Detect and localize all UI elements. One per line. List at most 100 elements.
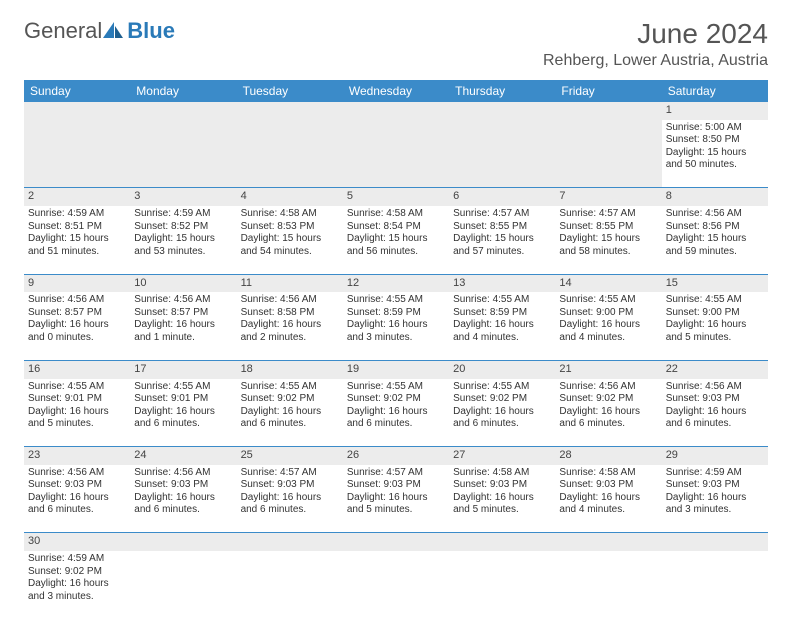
sunset-line: Sunset: 9:02 PM	[28, 566, 126, 579]
day-cell: Sunrise: 4:58 AMSunset: 8:54 PMDaylight:…	[343, 206, 449, 274]
day-number: 22	[662, 360, 768, 378]
sunset-line: Sunset: 8:57 PM	[28, 307, 126, 320]
sunrise-line: Sunrise: 4:55 AM	[559, 294, 657, 307]
day-number	[449, 102, 555, 120]
sunrise-line: Sunrise: 4:58 AM	[241, 208, 339, 221]
day-cell: Sunrise: 4:55 AMSunset: 8:59 PMDaylight:…	[449, 292, 555, 360]
day-cell: Sunrise: 4:59 AMSunset: 9:03 PMDaylight:…	[662, 465, 768, 533]
location: Rehberg, Lower Austria, Austria	[543, 52, 768, 70]
daylight-line: Daylight: 16 hours and 3 minutes.	[666, 492, 764, 517]
daylight-line: Daylight: 16 hours and 6 minutes.	[453, 406, 551, 431]
day-number: 10	[130, 274, 236, 292]
day-cell: Sunrise: 4:55 AMSunset: 9:02 PMDaylight:…	[237, 379, 343, 447]
sunrise-line: Sunrise: 4:56 AM	[134, 467, 232, 480]
day-header: Wednesday	[343, 80, 449, 102]
day-cell	[449, 120, 555, 188]
day-number: 21	[555, 360, 661, 378]
day-number: 7	[555, 188, 661, 206]
sunrise-line: Sunrise: 4:57 AM	[347, 467, 445, 480]
day-number: 5	[343, 188, 449, 206]
day-cell	[343, 120, 449, 188]
day-header: Thursday	[449, 80, 555, 102]
sunrise-line: Sunrise: 4:56 AM	[134, 294, 232, 307]
sunset-line: Sunset: 8:57 PM	[134, 307, 232, 320]
sunrise-line: Sunrise: 4:59 AM	[666, 467, 764, 480]
day-number	[237, 102, 343, 120]
day-number: 24	[130, 447, 236, 465]
brand-logo: General Blue	[24, 18, 175, 44]
daylight-line: Daylight: 16 hours and 3 minutes.	[347, 319, 445, 344]
day-cell: Sunrise: 4:55 AMSunset: 9:02 PMDaylight:…	[343, 379, 449, 447]
sunrise-line: Sunrise: 4:58 AM	[453, 467, 551, 480]
sunrise-line: Sunrise: 4:56 AM	[28, 467, 126, 480]
week-row: Sunrise: 4:56 AMSunset: 9:03 PMDaylight:…	[24, 465, 768, 533]
sunrise-line: Sunrise: 4:57 AM	[241, 467, 339, 480]
sunset-line: Sunset: 9:01 PM	[28, 393, 126, 406]
sunset-line: Sunset: 9:02 PM	[559, 393, 657, 406]
day-cell: Sunrise: 4:56 AMSunset: 9:02 PMDaylight:…	[555, 379, 661, 447]
day-number: 17	[130, 360, 236, 378]
week-row: Sunrise: 4:59 AMSunset: 9:02 PMDaylight:…	[24, 551, 768, 619]
daylight-line: Daylight: 16 hours and 5 minutes.	[666, 319, 764, 344]
day-cell: Sunrise: 4:56 AMSunset: 9:03 PMDaylight:…	[130, 465, 236, 533]
daylight-line: Daylight: 16 hours and 4 minutes.	[559, 492, 657, 517]
day-cell: Sunrise: 4:55 AMSunset: 9:02 PMDaylight:…	[449, 379, 555, 447]
sunset-line: Sunset: 9:03 PM	[347, 479, 445, 492]
sunset-line: Sunset: 9:03 PM	[134, 479, 232, 492]
day-cell	[130, 551, 236, 619]
day-cell: Sunrise: 4:58 AMSunset: 9:03 PMDaylight:…	[555, 465, 661, 533]
day-cell: Sunrise: 4:56 AMSunset: 8:57 PMDaylight:…	[24, 292, 130, 360]
sunrise-line: Sunrise: 4:55 AM	[28, 381, 126, 394]
sunset-line: Sunset: 9:03 PM	[241, 479, 339, 492]
sunrise-line: Sunrise: 4:56 AM	[559, 381, 657, 394]
brand-part1: General	[24, 18, 102, 44]
sunrise-line: Sunrise: 5:00 AM	[666, 122, 764, 135]
daylight-line: Daylight: 15 hours and 56 minutes.	[347, 233, 445, 258]
daynum-row: 2345678	[24, 188, 768, 206]
sunrise-line: Sunrise: 4:58 AM	[559, 467, 657, 480]
sunset-line: Sunset: 8:59 PM	[347, 307, 445, 320]
day-number: 20	[449, 360, 555, 378]
day-cell: Sunrise: 4:55 AMSunset: 9:01 PMDaylight:…	[24, 379, 130, 447]
sunset-line: Sunset: 9:02 PM	[347, 393, 445, 406]
day-number: 28	[555, 447, 661, 465]
sunset-line: Sunset: 9:00 PM	[559, 307, 657, 320]
day-header: Tuesday	[237, 80, 343, 102]
sunrise-line: Sunrise: 4:55 AM	[347, 381, 445, 394]
sunset-line: Sunset: 8:50 PM	[666, 134, 764, 147]
sunset-line: Sunset: 9:02 PM	[241, 393, 339, 406]
day-header: Friday	[555, 80, 661, 102]
sunset-line: Sunset: 8:51 PM	[28, 221, 126, 234]
day-cell: Sunrise: 4:56 AMSunset: 9:03 PMDaylight:…	[662, 379, 768, 447]
sunrise-line: Sunrise: 4:56 AM	[28, 294, 126, 307]
sunset-line: Sunset: 9:03 PM	[666, 479, 764, 492]
daylight-line: Daylight: 16 hours and 5 minutes.	[28, 406, 126, 431]
day-number: 2	[24, 188, 130, 206]
day-cell: Sunrise: 4:55 AMSunset: 9:01 PMDaylight:…	[130, 379, 236, 447]
sunset-line: Sunset: 9:00 PM	[666, 307, 764, 320]
day-number: 4	[237, 188, 343, 206]
daylight-line: Daylight: 16 hours and 6 minutes.	[241, 492, 339, 517]
sunrise-line: Sunrise: 4:55 AM	[134, 381, 232, 394]
header: General Blue June 2024 Rehberg, Lower Au…	[24, 18, 768, 70]
day-number: 9	[24, 274, 130, 292]
sunrise-line: Sunrise: 4:56 AM	[241, 294, 339, 307]
day-cell	[449, 551, 555, 619]
daylight-line: Daylight: 15 hours and 50 minutes.	[666, 147, 764, 172]
daylight-line: Daylight: 15 hours and 51 minutes.	[28, 233, 126, 258]
day-number	[343, 533, 449, 551]
day-number: 19	[343, 360, 449, 378]
title-block: June 2024 Rehberg, Lower Austria, Austri…	[543, 18, 768, 70]
day-number: 6	[449, 188, 555, 206]
daylight-line: Daylight: 16 hours and 6 minutes.	[134, 492, 232, 517]
daynum-row: 30	[24, 533, 768, 551]
day-number: 14	[555, 274, 661, 292]
day-cell: Sunrise: 4:57 AMSunset: 9:03 PMDaylight:…	[237, 465, 343, 533]
daynum-row: 1	[24, 102, 768, 120]
sunset-line: Sunset: 9:03 PM	[453, 479, 551, 492]
day-cell: Sunrise: 4:56 AMSunset: 8:56 PMDaylight:…	[662, 206, 768, 274]
month-title: June 2024	[543, 18, 768, 50]
day-cell: Sunrise: 4:55 AMSunset: 8:59 PMDaylight:…	[343, 292, 449, 360]
day-number: 12	[343, 274, 449, 292]
day-cell: Sunrise: 4:56 AMSunset: 9:03 PMDaylight:…	[24, 465, 130, 533]
